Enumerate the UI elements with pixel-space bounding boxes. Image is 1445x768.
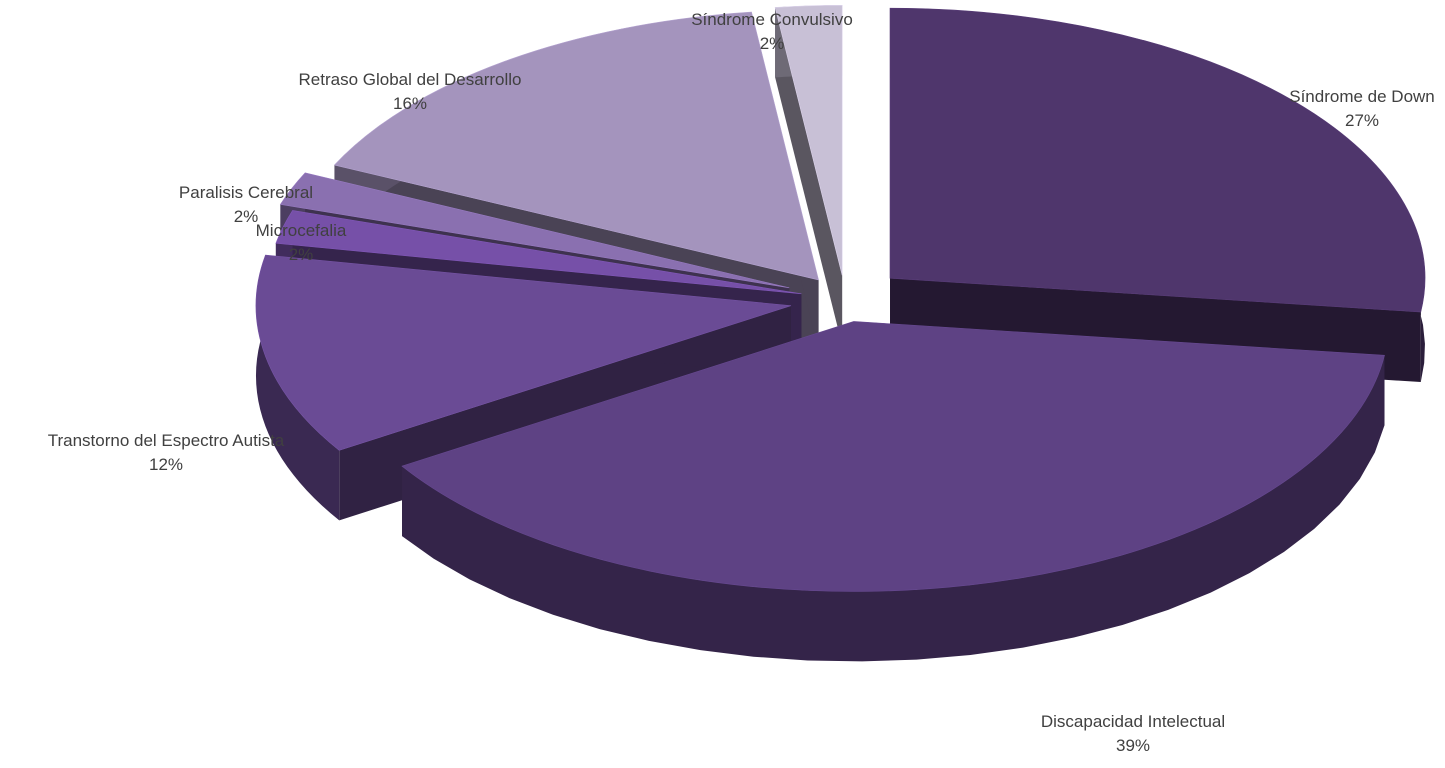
pie-slice-rim <box>402 355 1385 662</box>
pie-slice-wall <box>775 7 843 346</box>
pie-slice-top <box>279 172 790 289</box>
slice-percent-label: 27% <box>1345 111 1379 130</box>
slice-category-label: Transtorno del Espectro Autista <box>48 431 285 450</box>
pie-slice-top <box>333 11 819 281</box>
slice-percent-label: 39% <box>1116 736 1150 755</box>
pie-labels: Síndrome de Down 27% Discapacidad Intelect… <box>48 10 1435 755</box>
slice-percent-label: 2% <box>760 34 785 53</box>
pie-slice-top <box>889 7 1426 313</box>
slice-category-label: Síndrome Convulsivo <box>691 10 853 29</box>
slice-percent-label: 12% <box>149 455 183 474</box>
pie-slice <box>774 4 843 346</box>
pie-slice-top <box>774 4 843 276</box>
slice-category-label: Paralisis Cerebral <box>179 183 313 202</box>
slice-percent-label: 2% <box>289 245 314 264</box>
slice-percent-label: 16% <box>393 94 427 113</box>
slice-category-label: Microcefalia <box>256 221 347 240</box>
slice-category-label: Síndrome de Down <box>1289 87 1435 106</box>
pie-slice-top <box>275 210 802 295</box>
pie-slice <box>889 7 1426 383</box>
slice-percent-label: 2% <box>234 207 259 226</box>
slice-category-label: Discapacidad Intelectual <box>1041 712 1225 731</box>
pie-slice-rim <box>255 255 340 521</box>
slice-category-label: Retraso Global del Desarrollo <box>299 70 522 89</box>
pie-slice <box>401 321 1385 662</box>
pie-slices <box>255 4 1426 662</box>
pie-slice-top <box>255 254 792 451</box>
pie-slice-top <box>401 321 1385 592</box>
